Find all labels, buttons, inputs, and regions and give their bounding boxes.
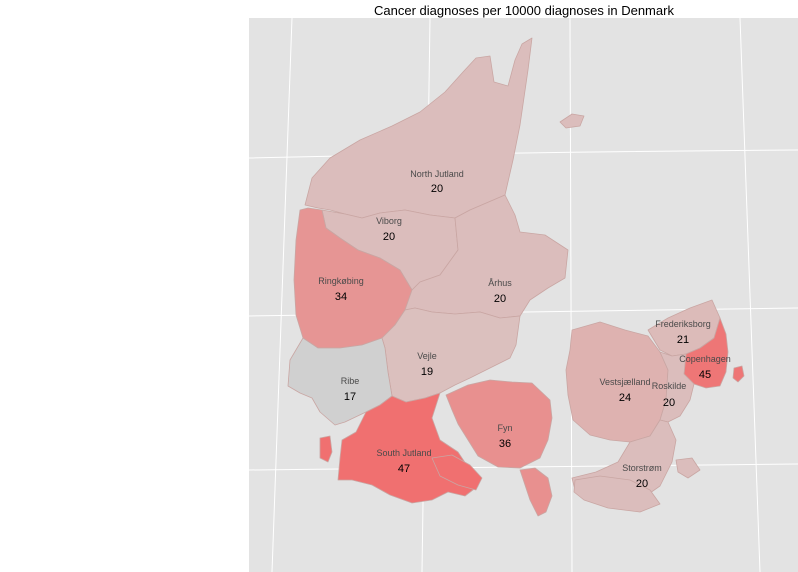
island-storstrom-lolland (573, 475, 661, 513)
map-title: Cancer diagnoses per 10000 diagnoses in … (374, 3, 674, 18)
label-name-arhus: Århus (488, 278, 512, 288)
island-south-jutland-als (431, 454, 483, 491)
label-name-north-jutland: North Jutland (410, 169, 464, 179)
label-name-viborg: Viborg (376, 216, 402, 226)
map-panel: North Jutland 20 Viborg 20 Ringkøbing 34… (249, 18, 798, 572)
island-copenhagen-amager (732, 365, 745, 383)
label-value-north-jutland: 20 (431, 183, 443, 195)
label-name-roskilde: Roskilde (652, 381, 687, 391)
label-value-frederiksborg: 21 (677, 334, 689, 346)
denmark-map: North Jutland 20 Viborg 20 Ringkøbing 34… (249, 18, 798, 572)
label-value-vejle: 19 (421, 366, 433, 378)
region-roskilde (659, 351, 695, 423)
label-name-ringkobing: Ringkøbing (318, 276, 364, 286)
region-north-jutland (304, 37, 533, 219)
label-name-south-jutland: South Jutland (376, 448, 431, 458)
label-name-ribe: Ribe (341, 376, 360, 386)
label-value-copenhagen: 45 (699, 369, 711, 381)
island-fyn-south (519, 467, 553, 517)
label-value-viborg: 20 (383, 231, 395, 243)
label-value-vestsjaelland: 24 (619, 392, 631, 404)
label-name-copenhagen: Copenhagen (679, 354, 731, 364)
label-name-frederiksborg: Frederiksborg (655, 319, 711, 329)
region-fyn (445, 379, 553, 469)
label-value-roskilde: 20 (663, 397, 675, 409)
label-name-fyn: Fyn (497, 423, 512, 433)
label-value-storstrom: 20 (636, 478, 648, 490)
label-value-fyn: 36 (499, 438, 511, 450)
label-value-ribe: 17 (344, 391, 356, 403)
label-name-vejle: Vejle (417, 351, 437, 361)
island-south-jutland-west (319, 435, 333, 463)
label-value-south-jutland: 47 (398, 463, 410, 475)
label-value-arhus: 20 (494, 293, 506, 305)
label-name-vestsjaelland: Vestsjælland (599, 377, 650, 387)
label-value-ringkobing: 34 (335, 291, 347, 303)
island-storstrom-mon (675, 457, 701, 479)
island-anholt (559, 113, 585, 129)
label-name-storstrom: Storstrøm (622, 463, 662, 473)
